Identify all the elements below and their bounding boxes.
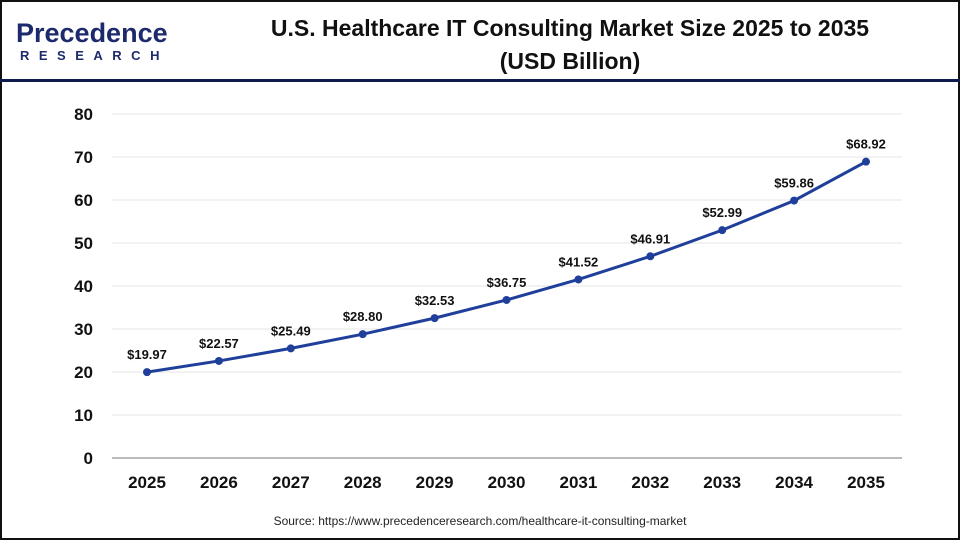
y-tick-label: 10 [74, 406, 93, 425]
data-point [502, 295, 511, 304]
x-tick-label: 2029 [416, 473, 454, 492]
data-point [358, 330, 367, 339]
data-label: $59.86 [774, 176, 814, 191]
data-label: $36.75 [487, 275, 527, 290]
data-point [790, 196, 799, 205]
y-tick-label: 50 [74, 234, 93, 253]
title-line-2: (USD Billion) [499, 48, 641, 74]
y-tick-label: 20 [74, 363, 93, 382]
y-tick-label: 80 [74, 105, 93, 124]
y-tick-label: 40 [74, 277, 93, 296]
data-point [574, 275, 583, 284]
x-tick-label: 2028 [344, 473, 382, 492]
x-tick-label: 2033 [703, 473, 741, 492]
data-point [430, 314, 439, 323]
header-divider [0, 79, 960, 82]
logo-text: Precedence [16, 18, 168, 48]
data-point [214, 356, 223, 365]
x-tick-label: 2026 [200, 473, 238, 492]
x-tick-label: 2032 [631, 473, 669, 492]
logo: Precedence RESEARCH [16, 18, 169, 64]
x-tick-label: 2035 [847, 473, 885, 492]
logo-subtext: RESEARCH [20, 48, 169, 63]
data-label: $19.97 [127, 347, 167, 362]
data-label: $41.52 [559, 254, 599, 269]
data-label: $28.80 [343, 309, 383, 324]
title-line-1: U.S. Healthcare IT Consulting Market Siz… [270, 15, 870, 41]
x-tick-label: 2025 [128, 473, 166, 492]
data-point [286, 344, 295, 353]
x-tick-label: 2034 [775, 473, 813, 492]
data-label: $25.49 [271, 323, 311, 338]
x-tick-label: 2027 [272, 473, 310, 492]
source-note: Source: https://www.precedenceresearch.c… [273, 514, 687, 528]
x-tick-label: 2030 [488, 473, 526, 492]
data-label: $22.57 [199, 336, 239, 351]
y-tick-label: 0 [84, 449, 93, 468]
y-tick-label: 30 [74, 320, 93, 339]
data-label: $46.91 [630, 231, 670, 246]
data-point [646, 252, 655, 261]
data-point [862, 157, 870, 166]
data-label: $68.92 [846, 137, 886, 152]
data-point [718, 226, 727, 235]
series-line [146, 160, 867, 374]
y-tick-label: 60 [74, 191, 93, 210]
chart-title: U.S. Healthcare IT Consulting Market Siz… [220, 12, 920, 78]
data-point [143, 368, 151, 377]
data-label: $32.53 [415, 293, 455, 308]
x-tick-label: 2031 [559, 473, 597, 492]
data-label: $52.99 [702, 205, 742, 220]
y-tick-label: 70 [74, 148, 93, 167]
